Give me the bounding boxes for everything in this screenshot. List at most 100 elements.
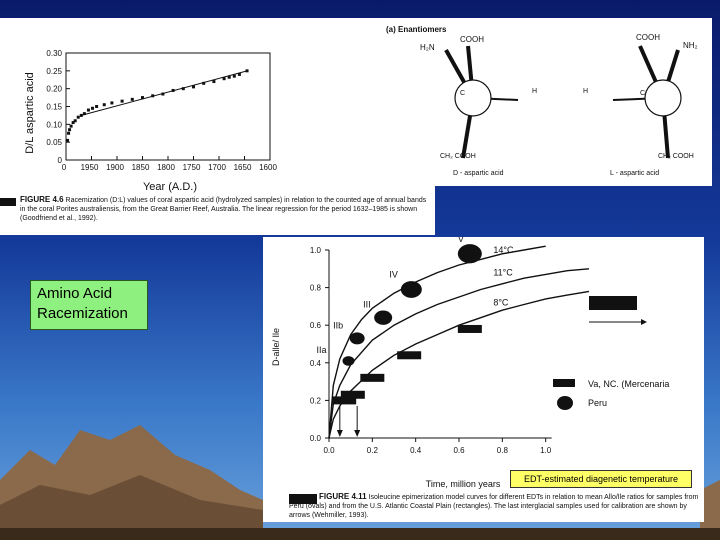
c1-data-point xyxy=(66,138,70,142)
c3-ytick-label: 0.2 xyxy=(310,396,322,405)
mountain-backdrop xyxy=(0,425,720,540)
c1-data-point xyxy=(86,108,90,112)
c1-data-point xyxy=(95,105,99,108)
d-aspartic-molecule: H₂N COOH C H CH₂ COOH D - aspartic acid xyxy=(420,35,537,177)
d-aspartic-name: D - aspartic acid xyxy=(453,170,504,177)
c3-stage-label: IV xyxy=(389,269,398,279)
c1-data-point xyxy=(67,131,71,135)
c1-xtick-label: 1600 xyxy=(259,163,277,172)
l-aspartic-name: L - aspartic acid xyxy=(610,170,659,177)
c3-oval-marker xyxy=(457,244,482,264)
c1-data-point xyxy=(71,121,75,125)
coral-racemization-chart: D/L aspartic acid Year (A.D.) 0.30 0.25 0.… xyxy=(24,49,277,193)
c3-rectangle-marker xyxy=(397,351,422,360)
c1-regression-line xyxy=(81,70,248,116)
c1-ytick-label: 0.30 xyxy=(46,49,62,58)
c1-ytick-label: 0.05 xyxy=(46,138,62,147)
c3-xlabel: Time, million years xyxy=(426,479,501,489)
c3-ytick-label: 0.0 xyxy=(310,434,322,443)
c3-stage-label: III xyxy=(363,300,371,310)
c1-ytick-label: 0 xyxy=(58,156,63,165)
d-group-cooh: COOH xyxy=(460,35,484,44)
c1-data-point xyxy=(69,124,73,128)
c3-curve-label: 11°C xyxy=(493,268,513,278)
figure-marker-block xyxy=(289,494,317,504)
c1-ylabel: D/L aspartic acid xyxy=(24,72,36,154)
slide-label: Amino Acid Racemization xyxy=(30,280,148,330)
c1-ytick-label: 0.25 xyxy=(46,67,62,76)
c3-rectangle-marker xyxy=(332,396,357,405)
c1-data-point xyxy=(141,96,144,100)
c1-xtick-label: 0 xyxy=(62,163,67,172)
c1-data-point xyxy=(73,119,77,123)
c3-curve-label: 8°C xyxy=(493,298,509,308)
c1-data-point xyxy=(237,72,241,76)
c3-caption-text: Isoleucine epimerization model curves fo… xyxy=(289,494,699,519)
legend-oval-label: Peru xyxy=(588,398,607,408)
c3-rectangle-marker xyxy=(360,373,385,382)
c1-xtick-label: 1800 xyxy=(157,163,175,172)
d-group-ch2cooh: CH₂ COOH xyxy=(440,153,476,160)
c1-ytick-label: 0.20 xyxy=(46,85,62,94)
l-group-h: H xyxy=(583,88,588,95)
c1-figure-label: FIGURE 4.6 xyxy=(20,195,64,204)
enantiomers-diagram: (a) Enantiomers H₂N COOH C H CH₂ COOH D … xyxy=(386,25,698,177)
c1-data-point xyxy=(227,75,231,79)
c3-curve-1 xyxy=(328,268,590,439)
c1-data-point xyxy=(212,80,216,84)
c1-data-point xyxy=(82,112,86,116)
c3-ytick-label: 0.6 xyxy=(310,321,322,330)
legend-rectangle-symbol xyxy=(553,379,575,387)
c1-data-point xyxy=(245,69,249,73)
c3-ytick-label: 0.4 xyxy=(310,359,322,368)
edt-annotation: EDT-estimated diagenetic temperature xyxy=(510,470,692,488)
c3-xtick-label: 0.2 xyxy=(367,446,379,455)
c3-xtick-label: 0.6 xyxy=(453,446,465,455)
c1-ytick-label: 0.15 xyxy=(46,103,62,112)
c1-ytick-label: 0.10 xyxy=(46,120,62,129)
l-group-cooh: COOH xyxy=(636,33,660,42)
c1-data-point xyxy=(110,101,114,105)
c3-rectangle-marker xyxy=(457,324,482,333)
c3-ytick-label: 0.8 xyxy=(310,284,322,293)
c1-data-point xyxy=(192,85,195,89)
c1-xtick-label: 1850 xyxy=(132,163,150,172)
c1-xlabel: Year (A.D.) xyxy=(143,181,197,193)
c1-caption-text: Racemization (D:L) values of coral aspar… xyxy=(20,197,427,222)
projection-block xyxy=(589,296,637,310)
epimerization-figure-caption: FIGURE 4.11 Isoleucine epimerization mod… xyxy=(289,492,699,520)
legend-rectangle-label: Va, NC. (Mercenaria xyxy=(588,379,669,389)
c3-stage-label: IIa xyxy=(317,345,327,355)
c3-oval-marker xyxy=(349,332,365,345)
l-aspartic-molecule: COOH NH₂ H C CH₂ COOH L - aspartic acid xyxy=(583,33,698,177)
c1-data-point xyxy=(130,97,134,101)
c3-ytick-label: 1.0 xyxy=(310,246,322,255)
c3-rectangle-marker xyxy=(340,390,365,399)
c3-curve-label: 14°C xyxy=(493,245,514,255)
c1-data-point xyxy=(68,128,72,132)
figure-marker-block xyxy=(0,198,16,206)
c1-data-point xyxy=(102,103,106,107)
l-group-ch2cooh: CH₂ COOH xyxy=(658,153,694,160)
isoleucine-epimerization-chart: D-alle/ Ile Time, million years 1.0 0.8 0.… xyxy=(271,237,669,489)
c3-oval-marker xyxy=(400,281,422,298)
c1-data-point xyxy=(161,92,165,96)
enantiomers-figure: (a) Enantiomers H₂N COOH C H CH₂ COOH D … xyxy=(378,18,712,186)
c3-calibration-arrowhead xyxy=(354,430,361,437)
c3-xtick-label: 0.8 xyxy=(497,446,509,455)
c3-calibration-arrowhead xyxy=(336,430,343,437)
c1-data-point xyxy=(120,99,124,103)
c3-xtick-label: 0.4 xyxy=(410,446,422,455)
c3-xtick-label: 0.0 xyxy=(323,446,335,455)
d-group-h: H xyxy=(532,88,537,95)
c1-data-point xyxy=(76,115,80,119)
c1-xtick-label: 1750 xyxy=(183,163,201,172)
c1-data-point xyxy=(181,87,185,91)
c3-stage-label: IIb xyxy=(333,320,343,330)
c1-data-point xyxy=(202,81,206,85)
l-group-c: C xyxy=(640,90,645,97)
c1-xtick-label: 1950 xyxy=(81,163,99,172)
d-group-c: C xyxy=(460,90,465,97)
c1-data-point xyxy=(222,77,226,81)
c3-oval-marker xyxy=(342,356,355,366)
